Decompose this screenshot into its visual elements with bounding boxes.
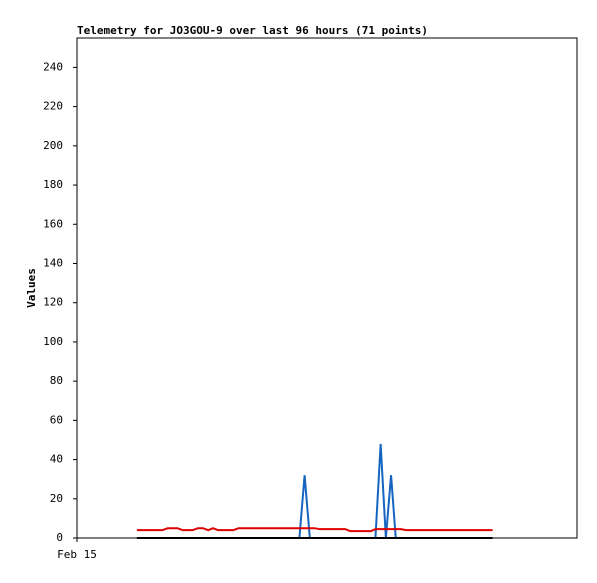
y-tick-label: 20 (50, 492, 63, 505)
y-tick-label: 80 (50, 374, 63, 387)
y-tick-label: 40 (50, 453, 63, 466)
x-tick-label: Feb 15 (57, 548, 97, 561)
y-tick-label: 120 (43, 296, 63, 309)
y-tick-label: 200 (43, 139, 63, 152)
y-tick-label: 100 (43, 335, 63, 348)
y-tick-label: 140 (43, 256, 63, 269)
y-axis-label: Values (25, 268, 38, 308)
plot-frame (76, 37, 578, 539)
y-tick-label: 0 (56, 531, 63, 544)
y-tick-label: 60 (50, 413, 63, 426)
y-tick-label: 160 (43, 217, 63, 230)
y-tick-label: 180 (43, 178, 63, 191)
series-line (136, 443, 493, 539)
y-tick-label: 240 (43, 60, 63, 73)
chart-title: Telemetry for JO3GOU-9 over last 96 hour… (77, 24, 428, 37)
y-tick-label: 220 (43, 100, 63, 113)
series-line (136, 527, 493, 533)
